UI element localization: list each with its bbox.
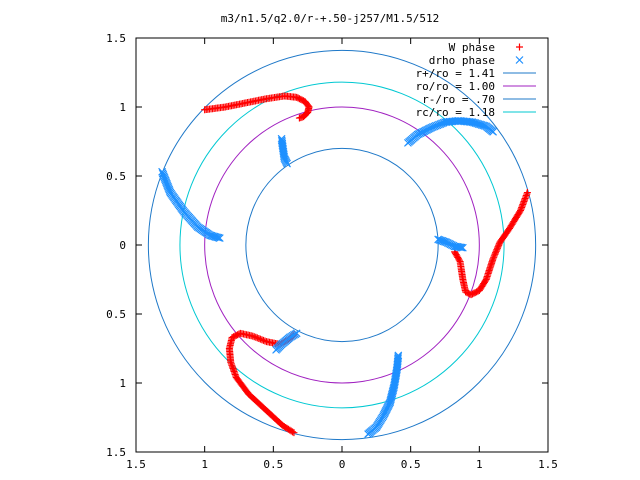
data-series [158,92,531,438]
legend-label-series-1: W phase [449,41,495,54]
data-point [279,150,288,159]
data-point [389,384,398,393]
legend-label-circle-2: ro/ro = 1.00 [416,80,495,93]
y-tick-label: 0.5 [106,170,126,183]
axis-ticks: 1.5 1 0.5 0 0.5 1 1.51.510.500.511.5 [106,32,558,471]
y-tick-label: 1.5 [106,32,126,45]
x-tick-label: 0 [339,458,346,471]
series-2-branch-5 [364,351,403,438]
y-tick-label: 1 [119,377,126,390]
reference-circle-1 [147,49,537,441]
data-point [214,233,223,242]
reference-circle-4 [179,81,505,409]
data-point [493,246,501,254]
chart-title: m3/n1.5/q2.0/r-+.50-j257/M1.5/512 [221,12,440,25]
series-2-branch-2 [277,134,291,168]
y-tick-label: 0 [119,239,126,252]
data-point [387,392,396,401]
data-point [492,247,500,255]
series-2-branch-1 [158,167,224,243]
data-point [458,243,467,252]
data-point [272,345,281,354]
series-1-branch-1 [201,92,313,122]
data-point [388,390,396,399]
data-point [457,243,466,252]
data-point [492,249,500,257]
series-2-branch-4 [434,235,467,252]
legend-label-circle-1: r+/ro = 1.41 [416,67,495,80]
data-point [283,159,291,168]
series-1-branch-2 [451,189,531,299]
data-point [467,118,475,126]
data-point [256,335,264,343]
data-point [451,249,459,257]
data-point [252,333,260,341]
data-point [390,381,399,390]
data-point [389,383,398,392]
data-point [249,332,257,340]
data-point [386,395,395,404]
x-tick-label: 1 [201,458,208,471]
data-point [494,243,502,251]
data-point [250,333,258,341]
data-point [456,243,465,252]
data-point [261,337,269,345]
x-tick-label: 0.5 [401,458,421,471]
x-tick-label: 1.5 [538,458,558,471]
data-point [387,393,396,402]
data-point [490,252,498,260]
series-2-branch-6 [272,329,301,354]
data-point [389,386,397,395]
data-point [259,336,267,344]
x-tick-label: 1.5 [126,458,146,471]
series-2 [158,116,497,438]
data-point [295,114,303,122]
data-point [253,334,261,342]
data-point [255,335,263,343]
data-point [493,244,501,252]
data-point [491,250,499,258]
data-point [495,240,503,248]
legend-marker-series-2 [515,56,524,64]
reference-circle-2 [204,106,480,384]
data-point [213,233,221,242]
reference-circle-3 [245,147,439,343]
data-point [388,389,397,398]
series-1 [201,92,531,437]
legend-label-circle-3: r-/ro = .70 [422,93,495,106]
data-point [496,238,504,246]
data-point [495,241,503,249]
data-point [388,387,397,396]
reference-circles [147,49,537,441]
legend-label-series-2: drho phase [429,54,495,67]
legend-marker-series-1 [516,43,523,51]
data-point [490,253,498,261]
y-tick-label: 1 [119,101,126,114]
x-tick-label: 1 [476,458,483,471]
legend-label-circle-4: rc/ro = 1.18 [416,106,495,119]
y-tick-label: 0.5 [106,308,126,321]
data-point [489,127,497,136]
y-tick-label: 1.5 [106,446,126,459]
data-point [215,234,224,243]
data-point [258,336,266,344]
series-2-branch-3 [403,116,497,147]
data-point [439,237,448,246]
x-tick-label: 0.5 [263,458,283,471]
data-point [364,430,373,438]
